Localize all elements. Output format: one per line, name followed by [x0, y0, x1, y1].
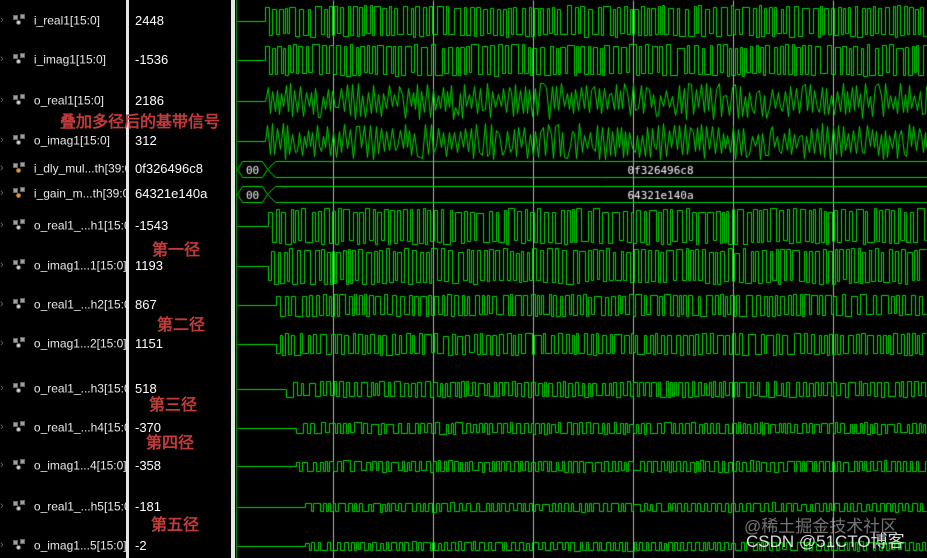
signal-bus-icon: [12, 94, 27, 107]
signal-row[interactable]: › o_imag1...4[15:0]: [0, 457, 126, 474]
signal-name-label: o_real1_...h1[15:0: [33, 218, 126, 233]
signal-bus-icon: [12, 421, 27, 434]
expand-chevron-icon[interactable]: ›: [0, 219, 4, 232]
signal-bus-icon: [12, 187, 27, 200]
signal-row[interactable]: › o_real1_...h5[15:0: [0, 498, 126, 515]
signal-bus-icon: [12, 162, 27, 175]
expand-chevron-icon[interactable]: ›: [0, 14, 4, 27]
signal-name-label: o_imag1...5[15:0]: [33, 538, 126, 553]
signal-row[interactable]: › o_real1_...h2[15:0: [0, 296, 126, 313]
signal-value: -358: [135, 458, 162, 473]
signal-value: 1151: [135, 336, 163, 351]
signal-name-label: i_dly_mul...th[39:0: [33, 161, 126, 176]
signal-value: 312: [135, 133, 157, 148]
signal-bus-icon: [12, 539, 27, 552]
signal-value: 2448: [135, 13, 164, 28]
signal-bus-icon: [12, 382, 27, 395]
expand-chevron-icon[interactable]: ›: [0, 187, 4, 200]
signal-name-label: o_imag1[15:0]: [33, 133, 110, 148]
expand-chevron-icon[interactable]: ›: [0, 259, 4, 272]
signal-bus-icon: [12, 337, 27, 350]
signal-bus-icon: [12, 53, 27, 66]
signal-values-panel: 2448 -1536 2186 312 0f326496c8 64321e140a -154…: [129, 0, 231, 558]
signal-row[interactable]: › o_real1[15:0]: [0, 92, 126, 109]
signal-row[interactable]: › o_imag1...1[15:0]: [0, 257, 126, 274]
signal-row[interactable]: › o_imag1...5[15:0]: [0, 537, 126, 554]
expand-chevron-icon[interactable]: ›: [0, 459, 4, 472]
signal-value: 1193: [135, 258, 163, 273]
signal-value: 518: [135, 381, 157, 396]
signal-name-label: o_real1_...h5[15:0: [33, 499, 126, 514]
signal-bus-icon: [12, 500, 27, 513]
signal-bus-icon: [12, 14, 27, 27]
signal-bus-icon: [12, 134, 27, 147]
signal-row[interactable]: › i_dly_mul...th[39:0: [0, 160, 126, 177]
signal-value: 64321e140a: [135, 186, 208, 201]
signal-row[interactable]: › o_imag1...2[15:0]: [0, 335, 126, 352]
signal-value: 867: [135, 297, 157, 312]
signal-name-label: i_real1[15:0]: [33, 13, 100, 28]
signal-bus-icon: [12, 459, 27, 472]
values-waves-splitter[interactable]: [231, 0, 235, 558]
signal-name-label: o_imag1...2[15:0]: [33, 336, 126, 351]
annotation-text: 第三径: [149, 397, 198, 414]
expand-chevron-icon[interactable]: ›: [0, 94, 4, 107]
expand-chevron-icon[interactable]: ›: [0, 539, 4, 552]
expand-chevron-icon[interactable]: ›: [0, 298, 4, 311]
signal-row[interactable]: › o_imag1[15:0]: [0, 132, 126, 149]
watermark-text: CSDN @51CTO博客: [746, 532, 905, 551]
expand-chevron-icon[interactable]: ›: [0, 337, 4, 350]
signal-value: -2: [135, 538, 147, 553]
signal-name-label: i_gain_m...th[39:0: [33, 186, 126, 201]
signal-name-label: o_real1_...h4[15:0: [33, 420, 126, 435]
expand-chevron-icon[interactable]: ›: [0, 134, 4, 147]
annotation-text: 第五径: [151, 517, 200, 534]
expand-chevron-icon[interactable]: ›: [0, 53, 4, 66]
signal-name-label: i_imag1[15:0]: [33, 52, 106, 67]
watermark-text: @稀土掘金技术社区: [744, 517, 898, 536]
signal-row[interactable]: › o_real1_...h3[15:0: [0, 380, 126, 397]
annotation-text: 第一径: [152, 242, 201, 259]
signal-row[interactable]: › i_real1[15:0]: [0, 12, 126, 29]
signal-value: -1543: [135, 218, 169, 233]
signal-row[interactable]: › i_imag1[15:0]: [0, 51, 126, 68]
signal-value: 0f326496c8: [135, 161, 203, 176]
annotation-text: 第二径: [157, 317, 206, 334]
annotation-text: 叠加多径后的基带信号: [60, 114, 221, 131]
signal-value: -370: [135, 420, 162, 435]
signal-name-label: o_real1_...h3[15:0: [33, 381, 126, 396]
expand-chevron-icon[interactable]: ›: [0, 500, 4, 513]
signal-row[interactable]: › i_gain_m...th[39:0: [0, 185, 126, 202]
expand-chevron-icon[interactable]: ›: [0, 382, 4, 395]
signal-row[interactable]: › o_real1_...h4[15:0: [0, 419, 126, 436]
signal-bus-icon: [12, 259, 27, 272]
expand-chevron-icon[interactable]: ›: [0, 421, 4, 434]
signal-value: 2186: [135, 93, 164, 108]
signal-value: -181: [135, 499, 162, 514]
signal-name-label: o_real1[15:0]: [33, 93, 104, 108]
signal-row[interactable]: › o_real1_...h1[15:0: [0, 217, 126, 234]
signal-name-label: o_imag1...4[15:0]: [33, 458, 126, 473]
signal-value: -1536: [135, 52, 169, 67]
names-values-splitter[interactable]: [126, 0, 129, 558]
signal-name-label: o_imag1...1[15:0]: [33, 258, 126, 273]
annotation-text: 第四径: [146, 435, 195, 452]
signal-name-label: o_real1_...h2[15:0: [33, 297, 126, 312]
expand-chevron-icon[interactable]: ›: [0, 162, 4, 175]
waveform-canvas[interactable]: [235, 0, 927, 558]
signal-bus-icon: [12, 298, 27, 311]
signal-bus-icon: [12, 219, 27, 232]
signal-names-panel: › i_real1[15:0] › i_imag1[15:0] › o_real…: [0, 0, 126, 558]
